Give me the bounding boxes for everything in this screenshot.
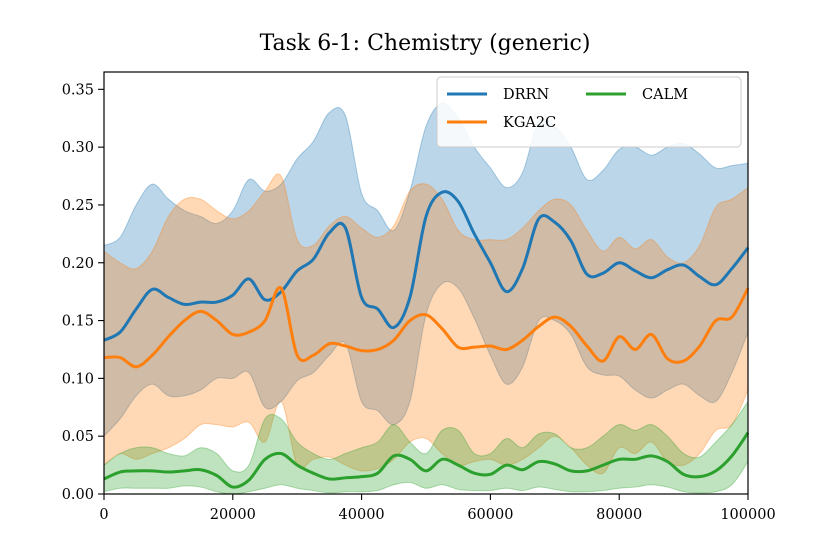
drrn-mean-line xyxy=(103,190,750,342)
x-tick-label: 60000 xyxy=(467,507,513,523)
confidence-bands xyxy=(103,102,749,495)
y-tick-label: 0.05 xyxy=(62,429,94,445)
y-tick-label: 0.30 xyxy=(62,140,94,156)
y-tick-label: 0.25 xyxy=(62,198,94,214)
kga2c-mean-line xyxy=(103,286,750,369)
y-tick-label: 0.35 xyxy=(62,82,94,98)
legend-box xyxy=(436,76,742,148)
drrn-legend-label: DRRN xyxy=(503,87,549,103)
x-tick-label: 0 xyxy=(99,507,108,523)
y-tick-label: 0.15 xyxy=(62,314,94,330)
y-tick-label: 0.20 xyxy=(62,256,94,272)
mean-lines xyxy=(103,190,750,489)
legend: DRRN KGA2C CALM xyxy=(436,76,742,148)
x-tick-label: 80000 xyxy=(596,507,642,523)
kga2c-legend-label: KGA2C xyxy=(503,115,556,131)
x-tick-label: 40000 xyxy=(339,507,385,523)
chart-title: Task 6-1: Chemistry (generic) xyxy=(260,31,591,56)
x-axis-ticks: 0 20000 40000 60000 80000 100000 xyxy=(99,494,776,523)
calm-mean-line xyxy=(103,431,750,489)
plot-area-frame xyxy=(103,71,749,495)
y-tick-label: 0.10 xyxy=(62,371,94,387)
x-tick-label: 100000 xyxy=(720,507,775,523)
x-tick-label: 20000 xyxy=(210,507,256,523)
y-tick-label: 0.00 xyxy=(62,487,94,503)
y-axis-ticks: 0.00 0.05 0.10 0.15 0.20 0.25 0.30 0.35 xyxy=(62,82,104,503)
calm-legend-label: CALM xyxy=(642,87,688,103)
